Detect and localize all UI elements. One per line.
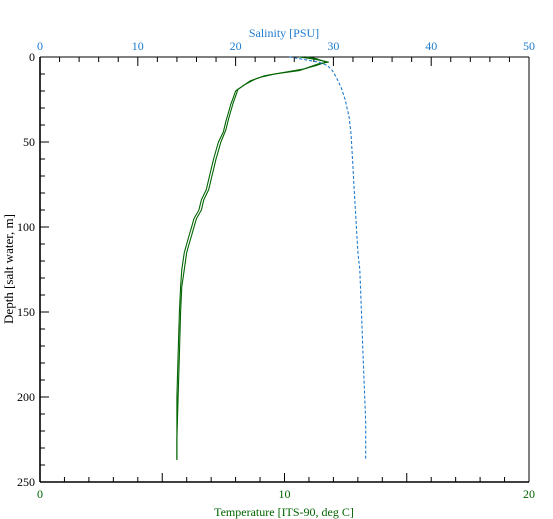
temperature-profile-line	[176, 56, 327, 460]
temperature-profile-line	[176, 56, 330, 460]
temperature-axis-title: Temperature [ITS-90, deg C]	[214, 505, 354, 519]
temperature-tick-label: 10	[279, 487, 291, 501]
depth-tick-label: 150	[17, 305, 35, 319]
depth-tick-label: 50	[23, 135, 35, 149]
depth-tick-label: 200	[17, 390, 35, 404]
data-series	[176, 56, 367, 460]
salinity-tick-label: 0	[37, 39, 43, 53]
temperature-tick-label: 0	[37, 487, 43, 501]
salinity-axis-title: Salinity [PSU]	[249, 26, 319, 40]
salinity-profile-line	[289, 56, 367, 460]
depth-tick-label: 100	[17, 220, 35, 234]
depth-tick-label: 0	[29, 50, 35, 64]
temperature-tick-label: 20	[523, 487, 535, 501]
depth-axis-title: Depth [salt water, m]	[1, 214, 16, 324]
salinity-tick-label: 20	[230, 39, 242, 53]
depth-tick-label: 250	[17, 475, 35, 489]
salinity-tick-label: 10	[132, 39, 144, 53]
salinity-tick-label: 50	[523, 39, 535, 53]
salinity-tick-label: 30	[327, 39, 339, 53]
plot-frame	[39, 56, 530, 483]
salinity-tick-label: 40	[425, 39, 437, 53]
axis-ticks	[39, 56, 530, 483]
